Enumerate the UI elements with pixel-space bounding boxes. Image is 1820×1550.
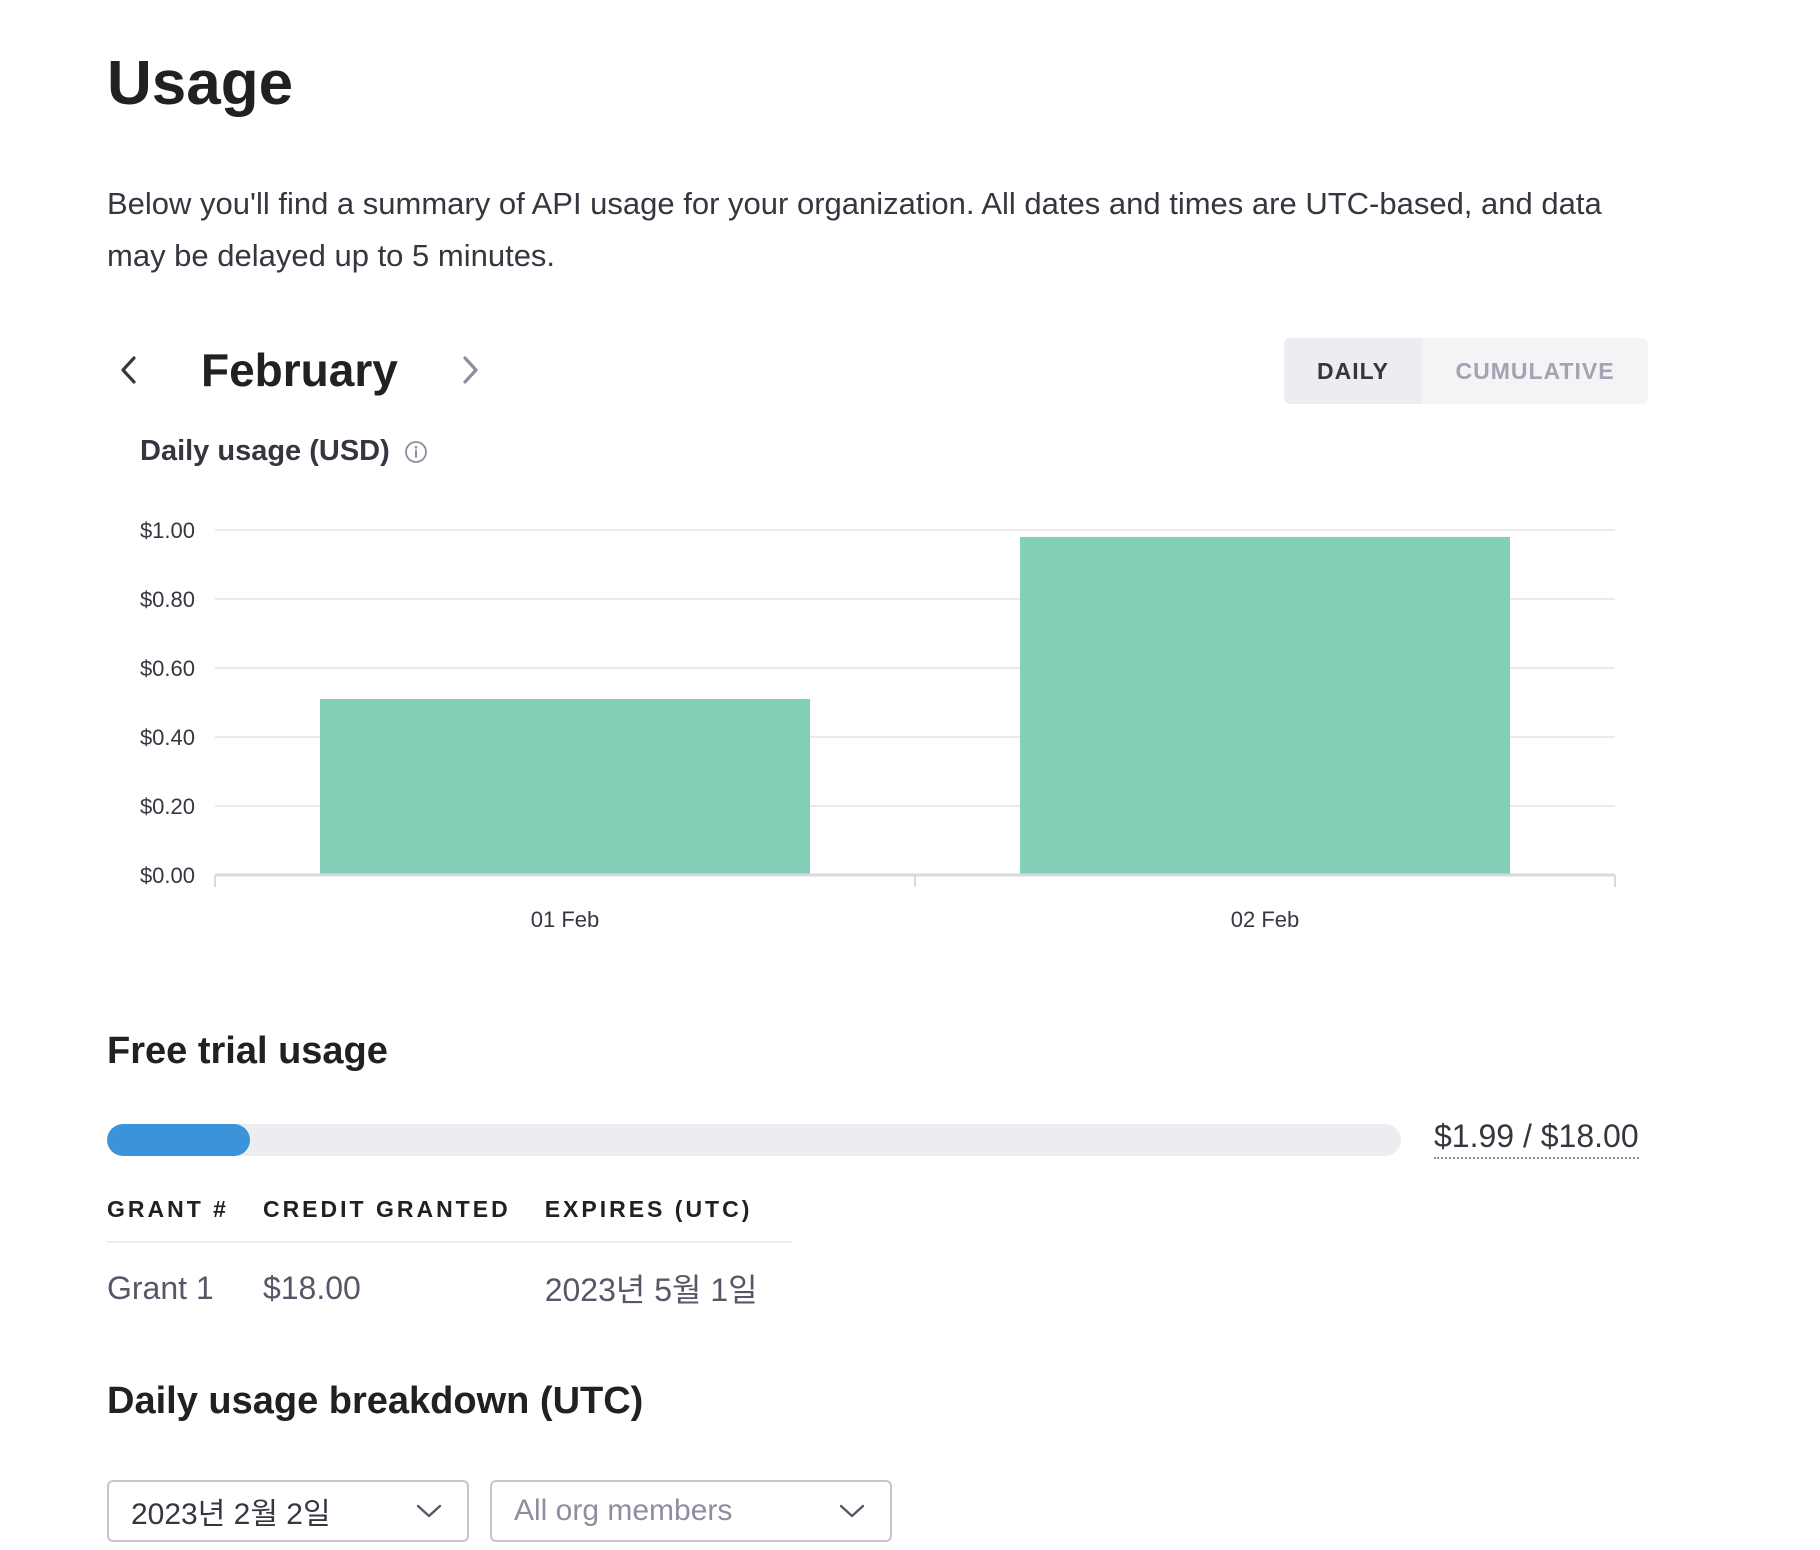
breakdown-title: Daily usage breakdown (UTC): [107, 1380, 644, 1422]
page-title: Usage: [107, 49, 294, 118]
view-toggle: DAILY CUMULATIVE: [1284, 338, 1648, 404]
member-select[interactable]: All org members: [490, 1480, 892, 1542]
chevron-down-icon: [839, 1504, 865, 1518]
grant-number-header: GRANT #: [107, 1196, 263, 1243]
next-month-button[interactable]: [448, 348, 492, 392]
daily-usage-chart: $0.00 $0.20 $0.40 $0.60 $0.80 $1.00 01 Feb 02 F…: [140, 518, 1616, 932]
y-tick-label: $1.00: [140, 518, 195, 543]
date-select[interactable]: 2023년 2월 2일: [107, 1480, 469, 1542]
free-trial-progress-fill: [107, 1124, 251, 1156]
chart-bar: [320, 699, 810, 875]
chart-bar: [1020, 536, 1510, 875]
chevron-down-icon: [416, 1504, 442, 1518]
y-tick-label: $0.60: [140, 656, 195, 681]
chart-title: Daily usage (USD): [140, 435, 390, 467]
member-select-placeholder: All org members: [514, 1494, 733, 1527]
grant-number-cell: Grant 1: [107, 1269, 214, 1306]
month-navigation: February: [107, 330, 492, 410]
credit-granted-header: CREDIT GRANTED: [262, 1196, 545, 1243]
chart-axes: $0.00 $0.20 $0.40 $0.60 $0.80 $1.00 01 Feb 02 F…: [140, 518, 1616, 932]
expires-header: EXPIRES (UTC): [544, 1196, 792, 1243]
daily-toggle-button[interactable]: DAILY: [1284, 338, 1422, 404]
grant-table: GRANT # CREDIT GRANTED EXPIRES (UTC) Gra…: [107, 1196, 792, 1311]
y-tick-label: $0.00: [140, 863, 195, 888]
free-trial-title: Free trial usage: [107, 1030, 388, 1072]
x-tick-label: 02 Feb: [1231, 907, 1300, 932]
free-trial-progress-label[interactable]: $1.99 / $18.00: [1434, 1118, 1639, 1159]
info-icon[interactable]: [404, 440, 428, 464]
grant-table-header-row: GRANT # CREDIT GRANTED EXPIRES (UTC): [107, 1196, 792, 1243]
chevron-right-icon: [463, 356, 478, 384]
credit-granted-cell: $18.00: [262, 1269, 361, 1306]
y-tick-label: $0.40: [140, 725, 195, 750]
current-month: February: [201, 344, 398, 396]
y-tick-label: $0.80: [140, 587, 195, 612]
date-select-value: 2023년 2월 2일: [131, 1498, 331, 1531]
chart-header: Daily usage (USD): [140, 435, 428, 468]
expires-cell: 2023년 5월 1일: [544, 1272, 758, 1308]
y-tick-label: $0.20: [140, 794, 195, 819]
cumulative-toggle-button[interactable]: CUMULATIVE: [1455, 357, 1615, 384]
table-row: Grant 1 $18.00 2023년 5월 1일: [107, 1242, 792, 1311]
free-trial-progress-bar: [107, 1124, 1401, 1156]
prev-month-button[interactable]: [107, 348, 151, 392]
chart-bars: [320, 536, 1510, 875]
x-tick-label: 01 Feb: [531, 907, 600, 932]
chevron-left-icon: [121, 356, 136, 384]
page-intro: Below you'll find a summary of API usage…: [107, 186, 1602, 273]
